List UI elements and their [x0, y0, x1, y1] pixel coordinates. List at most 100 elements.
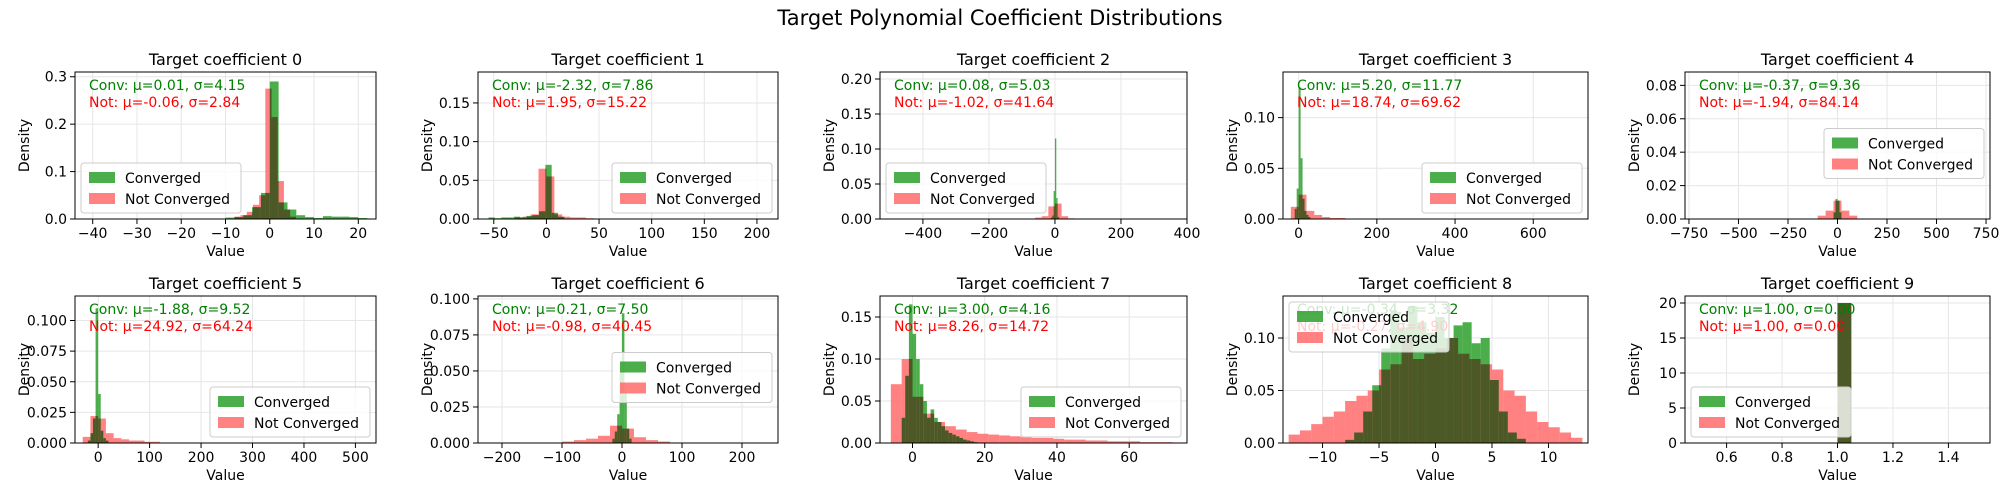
x-tick-label: 40	[1048, 450, 1066, 466]
bar-not-converged	[1288, 434, 1300, 443]
bar-converged	[501, 217, 508, 219]
y-axis-label: Density	[420, 343, 436, 396]
stat-not-converged: Not: μ=18.74, σ=69.62	[1297, 95, 1461, 111]
bar-not-converged	[912, 396, 924, 443]
legend-swatch-converged	[620, 361, 646, 373]
x-tick-label: 0	[908, 450, 917, 466]
legend-swatch-converged	[89, 172, 115, 183]
y-tick-label: 0.00	[439, 212, 470, 228]
y-tick-label: 0.075	[27, 344, 67, 360]
x-tick-label: 0	[94, 450, 103, 466]
x-tick-label: 200	[1363, 226, 1390, 242]
bar-not-converged	[1041, 216, 1049, 219]
bar-converged	[1053, 191, 1055, 219]
legend-box	[885, 162, 1047, 214]
legend: Converged Not Converged	[209, 386, 371, 438]
subplot-title: Target coefficient 6	[550, 274, 704, 293]
legend-box	[1421, 162, 1583, 214]
bar-not-converged	[514, 217, 523, 219]
legend-swatch-converged	[620, 172, 646, 183]
x-axis-label: Value	[609, 468, 647, 484]
subplot-8: −10 −5 0 5 10 0.00 0.05 0.10 Target coefficient …	[1225, 274, 1589, 484]
legend-label-not-converged: Not Converged	[1868, 158, 1973, 174]
x-tick-label: −30	[122, 226, 152, 242]
bar-not-converged	[578, 217, 586, 219]
legend: Converged Not Converged	[885, 162, 1047, 214]
y-tick-label: 0.0	[45, 212, 67, 228]
x-tick-label: 60	[1120, 450, 1138, 466]
x-axis-label: Value	[1416, 468, 1454, 484]
bar-not-converged	[1424, 353, 1436, 443]
x-axis-label: Value	[1818, 468, 1856, 484]
y-tick-label: 0.100	[430, 292, 470, 308]
legend-box	[80, 162, 242, 214]
y-tick-label: 0.025	[430, 400, 470, 416]
stat-not-converged: Not: μ=24.92, σ=64.24	[89, 319, 253, 335]
bars	[1290, 87, 1346, 219]
bar-not-converged	[98, 418, 106, 443]
subplot-title: Target coefficient 1	[550, 50, 704, 69]
y-tick-label: 0.15	[841, 107, 872, 123]
bar-not-converged	[955, 429, 967, 443]
bar-not-converged	[144, 441, 153, 443]
stat-not-converged: Not: μ=1.95, σ=15.22	[492, 95, 647, 111]
y-tick-label: 0.10	[1244, 331, 1275, 347]
legend: Converged Not Converged	[1690, 386, 1852, 438]
legend-swatch-converged	[1029, 396, 1055, 407]
x-tick-label: −400	[904, 226, 942, 242]
bar-not-converged	[934, 422, 946, 443]
legend-label-converged: Converged	[125, 171, 201, 187]
y-axis-label: Density	[1627, 343, 1643, 396]
subplot-title: Target coefficient 5	[148, 274, 302, 293]
bar-not-converged	[1825, 210, 1834, 219]
x-tick-label: 750	[1973, 226, 2000, 242]
legend-box	[209, 386, 371, 438]
bar-converged	[1054, 138, 1057, 219]
x-tick-label: 250	[1874, 226, 1901, 242]
y-tick-label: 0.10	[1244, 111, 1275, 127]
y-axis-label: Density	[1627, 119, 1643, 172]
legend-label-not-converged: Not Converged	[1735, 416, 1840, 432]
legend-box	[1288, 301, 1450, 353]
bar-not-converged	[1306, 210, 1315, 219]
y-tick-label: 0.3	[45, 70, 67, 86]
y-tick-label: 0.02	[1646, 179, 1677, 195]
x-tick-label: 5	[1488, 450, 1497, 466]
bar-not-converged	[1390, 364, 1402, 443]
bar-not-converged	[265, 88, 272, 219]
stat-not-converged: Not: μ=-0.06, σ=2.84	[89, 95, 240, 111]
bar-not-converged	[1337, 217, 1346, 219]
x-tick-label: −10	[1308, 450, 1338, 466]
bar-not-converged	[1525, 411, 1538, 443]
bar-converged	[619, 370, 622, 443]
subplot-title: Target coefficient 0	[148, 50, 302, 69]
y-tick-label: 0.00	[841, 436, 872, 452]
legend-label-converged: Converged	[1466, 171, 1542, 187]
legend-label-converged: Converged	[1735, 395, 1811, 411]
bar-not-converged	[1322, 216, 1330, 219]
legend-label-converged: Converged	[656, 361, 732, 377]
x-tick-label: 600	[1520, 226, 1547, 242]
bar-converged	[349, 217, 359, 219]
bar-not-converged	[1379, 369, 1391, 443]
bar-not-converged	[271, 117, 278, 219]
x-axis-label: Value	[1014, 244, 1052, 260]
subplot-title: Target coefficient 9	[1760, 274, 1914, 293]
x-tick-label: −750	[1670, 226, 1708, 242]
x-tick-label: 100	[638, 226, 665, 242]
bar-not-converged	[999, 435, 1011, 443]
x-axis-label: Value	[1014, 468, 1052, 484]
x-tick-label: −40	[78, 226, 108, 242]
stat-converged: Conv: μ=-1.88, σ=9.52	[89, 302, 250, 318]
bar-not-converged	[622, 428, 634, 443]
axes-frame	[477, 71, 779, 220]
stat-converged: Conv: μ=-0.37, σ=9.36	[1699, 78, 1861, 94]
bar-not-converged	[1061, 216, 1069, 219]
x-tick-label: −10	[211, 226, 241, 242]
subplot-2: −400 −200 0 200 400 0.00 0.05 0.10 0.15 0.20 Targe…	[822, 50, 1200, 260]
subplot-0: −40 −30 −20 −10 0 10 20 0.0 0.1 0.2 0.3 Target coef…	[17, 50, 377, 260]
legend-swatch-converged	[1832, 137, 1858, 149]
x-tick-label: 200	[729, 450, 756, 466]
legend-swatch-converged	[1699, 396, 1725, 407]
x-tick-label: 500	[342, 450, 369, 466]
